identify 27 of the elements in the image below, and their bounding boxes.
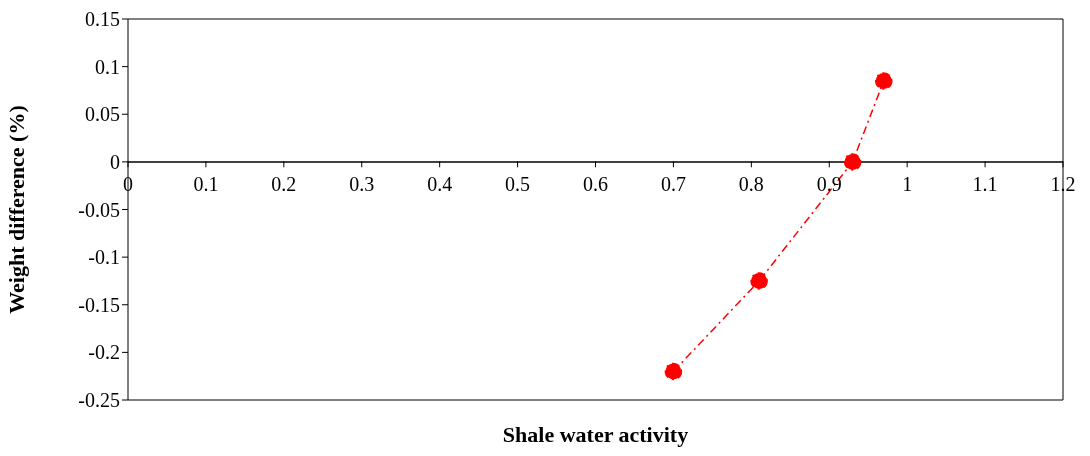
y-tick-label: -0.2 [88,341,120,364]
y-tick-label: 0.15 [85,8,120,31]
y-tick-label: 0 [110,150,120,173]
y-tick-label: 0.05 [85,103,120,126]
x-tick-label: 1.2 [1050,173,1076,196]
x-tick-label: 0.5 [505,173,531,196]
y-tick-label: -0.1 [88,246,120,269]
point [664,362,683,381]
point [750,272,768,290]
y-tick-label: 0.1 [95,55,120,78]
point [875,72,893,90]
x-tick-label: 0.8 [738,173,764,196]
x-tick-label: 0.4 [427,173,453,196]
x-tick-label: 0.2 [271,173,297,196]
x-axis-title: Shale water activity [502,422,689,447]
y-axis-title: Weight difference (%) [3,105,29,314]
point [843,153,862,171]
y-tick-label: -0.15 [78,293,120,316]
y-tick-label: -0.05 [78,198,120,221]
x-tick-label: 0.7 [660,173,686,196]
x-tick-label: 0.6 [583,173,608,196]
x-tick-label: 1 [902,173,913,196]
y-tick-label: -0.25 [78,389,120,412]
x-tick-label: 0.9 [816,173,842,196]
x-tick-label: 0.1 [193,173,219,196]
x-tick-label: 0.3 [349,173,375,196]
x-tick-label: 1.1 [972,173,998,196]
